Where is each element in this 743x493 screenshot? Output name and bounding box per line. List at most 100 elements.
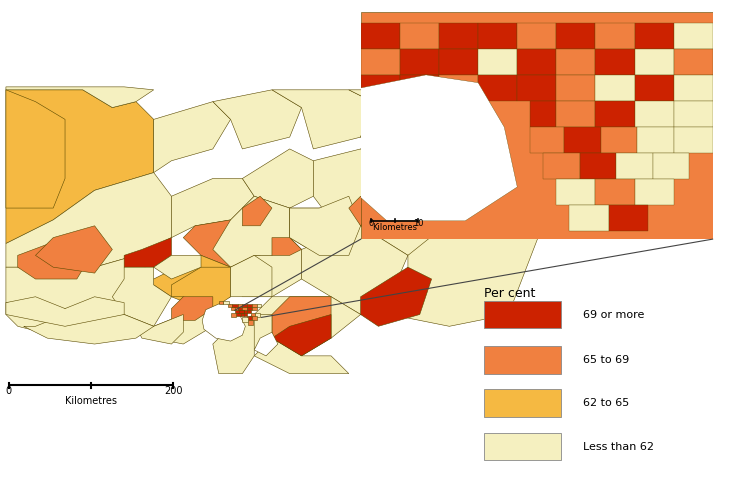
Polygon shape — [218, 301, 224, 305]
Polygon shape — [172, 297, 212, 320]
Polygon shape — [154, 255, 230, 309]
Polygon shape — [517, 49, 557, 75]
Polygon shape — [248, 320, 253, 324]
Polygon shape — [439, 75, 478, 101]
Polygon shape — [517, 23, 557, 49]
Polygon shape — [244, 310, 247, 313]
Polygon shape — [6, 90, 154, 244]
Polygon shape — [595, 75, 635, 101]
Polygon shape — [478, 23, 517, 49]
Polygon shape — [635, 75, 674, 101]
Polygon shape — [360, 137, 467, 255]
Polygon shape — [244, 313, 247, 316]
Polygon shape — [314, 149, 408, 226]
Polygon shape — [254, 338, 348, 374]
Polygon shape — [635, 179, 674, 205]
Polygon shape — [254, 297, 360, 338]
Polygon shape — [400, 101, 439, 127]
Polygon shape — [230, 238, 302, 297]
Polygon shape — [674, 23, 713, 49]
Polygon shape — [361, 75, 400, 101]
Polygon shape — [361, 101, 400, 127]
Polygon shape — [348, 90, 450, 167]
Polygon shape — [420, 90, 538, 208]
Polygon shape — [242, 307, 247, 310]
Polygon shape — [600, 127, 637, 153]
Polygon shape — [674, 101, 713, 127]
Polygon shape — [595, 49, 635, 75]
Polygon shape — [360, 267, 432, 326]
Polygon shape — [6, 297, 124, 326]
Polygon shape — [653, 153, 690, 179]
Text: 0: 0 — [369, 218, 374, 228]
Polygon shape — [290, 208, 360, 255]
Polygon shape — [674, 127, 713, 153]
Bar — [484, 389, 562, 417]
Text: Kilometres: Kilometres — [65, 396, 117, 406]
Polygon shape — [595, 101, 635, 127]
Polygon shape — [564, 127, 600, 153]
Polygon shape — [172, 267, 230, 309]
Polygon shape — [242, 196, 272, 226]
Polygon shape — [154, 255, 201, 279]
Polygon shape — [272, 315, 331, 356]
Text: 0: 0 — [6, 387, 12, 396]
Polygon shape — [247, 316, 252, 320]
Polygon shape — [230, 255, 272, 297]
Polygon shape — [635, 23, 674, 49]
Polygon shape — [184, 220, 260, 267]
Polygon shape — [595, 23, 635, 49]
Polygon shape — [212, 315, 254, 374]
Polygon shape — [635, 49, 674, 75]
Polygon shape — [439, 23, 478, 49]
Polygon shape — [154, 309, 212, 344]
Text: Less than 62: Less than 62 — [583, 442, 655, 452]
Polygon shape — [569, 205, 609, 231]
Polygon shape — [233, 305, 238, 307]
Polygon shape — [124, 238, 172, 267]
Polygon shape — [224, 301, 230, 305]
Polygon shape — [230, 313, 236, 317]
Polygon shape — [557, 75, 595, 101]
Polygon shape — [400, 23, 439, 49]
Polygon shape — [230, 307, 236, 310]
Polygon shape — [290, 196, 360, 255]
Polygon shape — [557, 179, 595, 205]
Text: Kilometres: Kilometres — [372, 223, 418, 232]
Bar — [484, 301, 562, 328]
Polygon shape — [252, 307, 256, 310]
Polygon shape — [335, 75, 517, 221]
Polygon shape — [674, 75, 713, 101]
Polygon shape — [400, 49, 439, 75]
Polygon shape — [531, 127, 564, 153]
Polygon shape — [361, 23, 400, 49]
Polygon shape — [236, 310, 240, 313]
Text: 65 to 69: 65 to 69 — [583, 355, 629, 365]
Polygon shape — [172, 178, 254, 238]
Polygon shape — [478, 75, 517, 101]
Polygon shape — [18, 238, 94, 279]
Polygon shape — [24, 315, 154, 344]
Polygon shape — [543, 153, 580, 179]
Polygon shape — [557, 23, 595, 49]
Polygon shape — [302, 226, 408, 315]
Polygon shape — [212, 90, 302, 149]
Polygon shape — [439, 49, 478, 75]
Polygon shape — [242, 149, 314, 208]
Polygon shape — [247, 310, 250, 313]
Polygon shape — [252, 316, 256, 320]
Polygon shape — [517, 75, 557, 101]
Polygon shape — [400, 75, 439, 101]
Polygon shape — [6, 87, 154, 107]
Polygon shape — [6, 255, 154, 309]
Polygon shape — [241, 313, 244, 316]
Polygon shape — [478, 49, 517, 75]
Polygon shape — [136, 315, 184, 344]
Polygon shape — [256, 305, 262, 307]
Text: 69 or more: 69 or more — [583, 310, 645, 319]
Bar — [484, 433, 562, 460]
Polygon shape — [361, 49, 400, 75]
Polygon shape — [595, 179, 635, 205]
Polygon shape — [254, 332, 278, 356]
Polygon shape — [557, 101, 595, 127]
